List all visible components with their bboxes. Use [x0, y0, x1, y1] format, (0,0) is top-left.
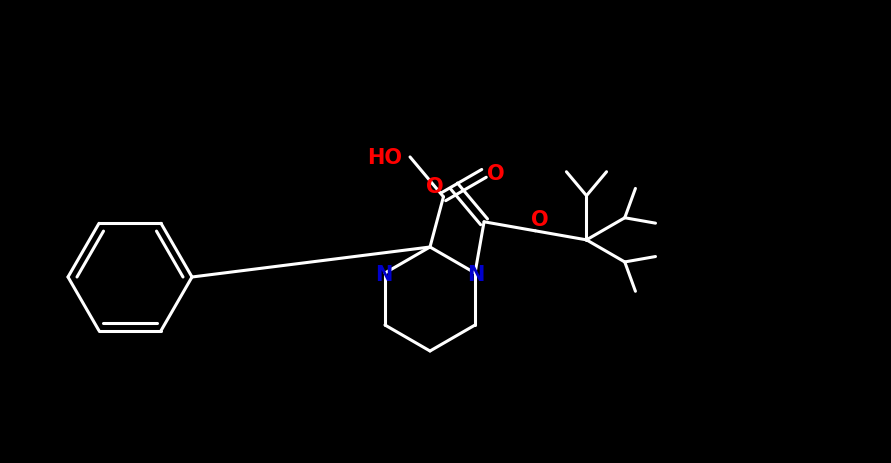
Text: HO: HO: [367, 148, 402, 168]
Text: O: O: [487, 164, 505, 184]
Text: O: O: [531, 209, 549, 229]
Text: N: N: [468, 264, 485, 284]
Text: N: N: [375, 264, 393, 284]
Text: O: O: [427, 176, 444, 196]
